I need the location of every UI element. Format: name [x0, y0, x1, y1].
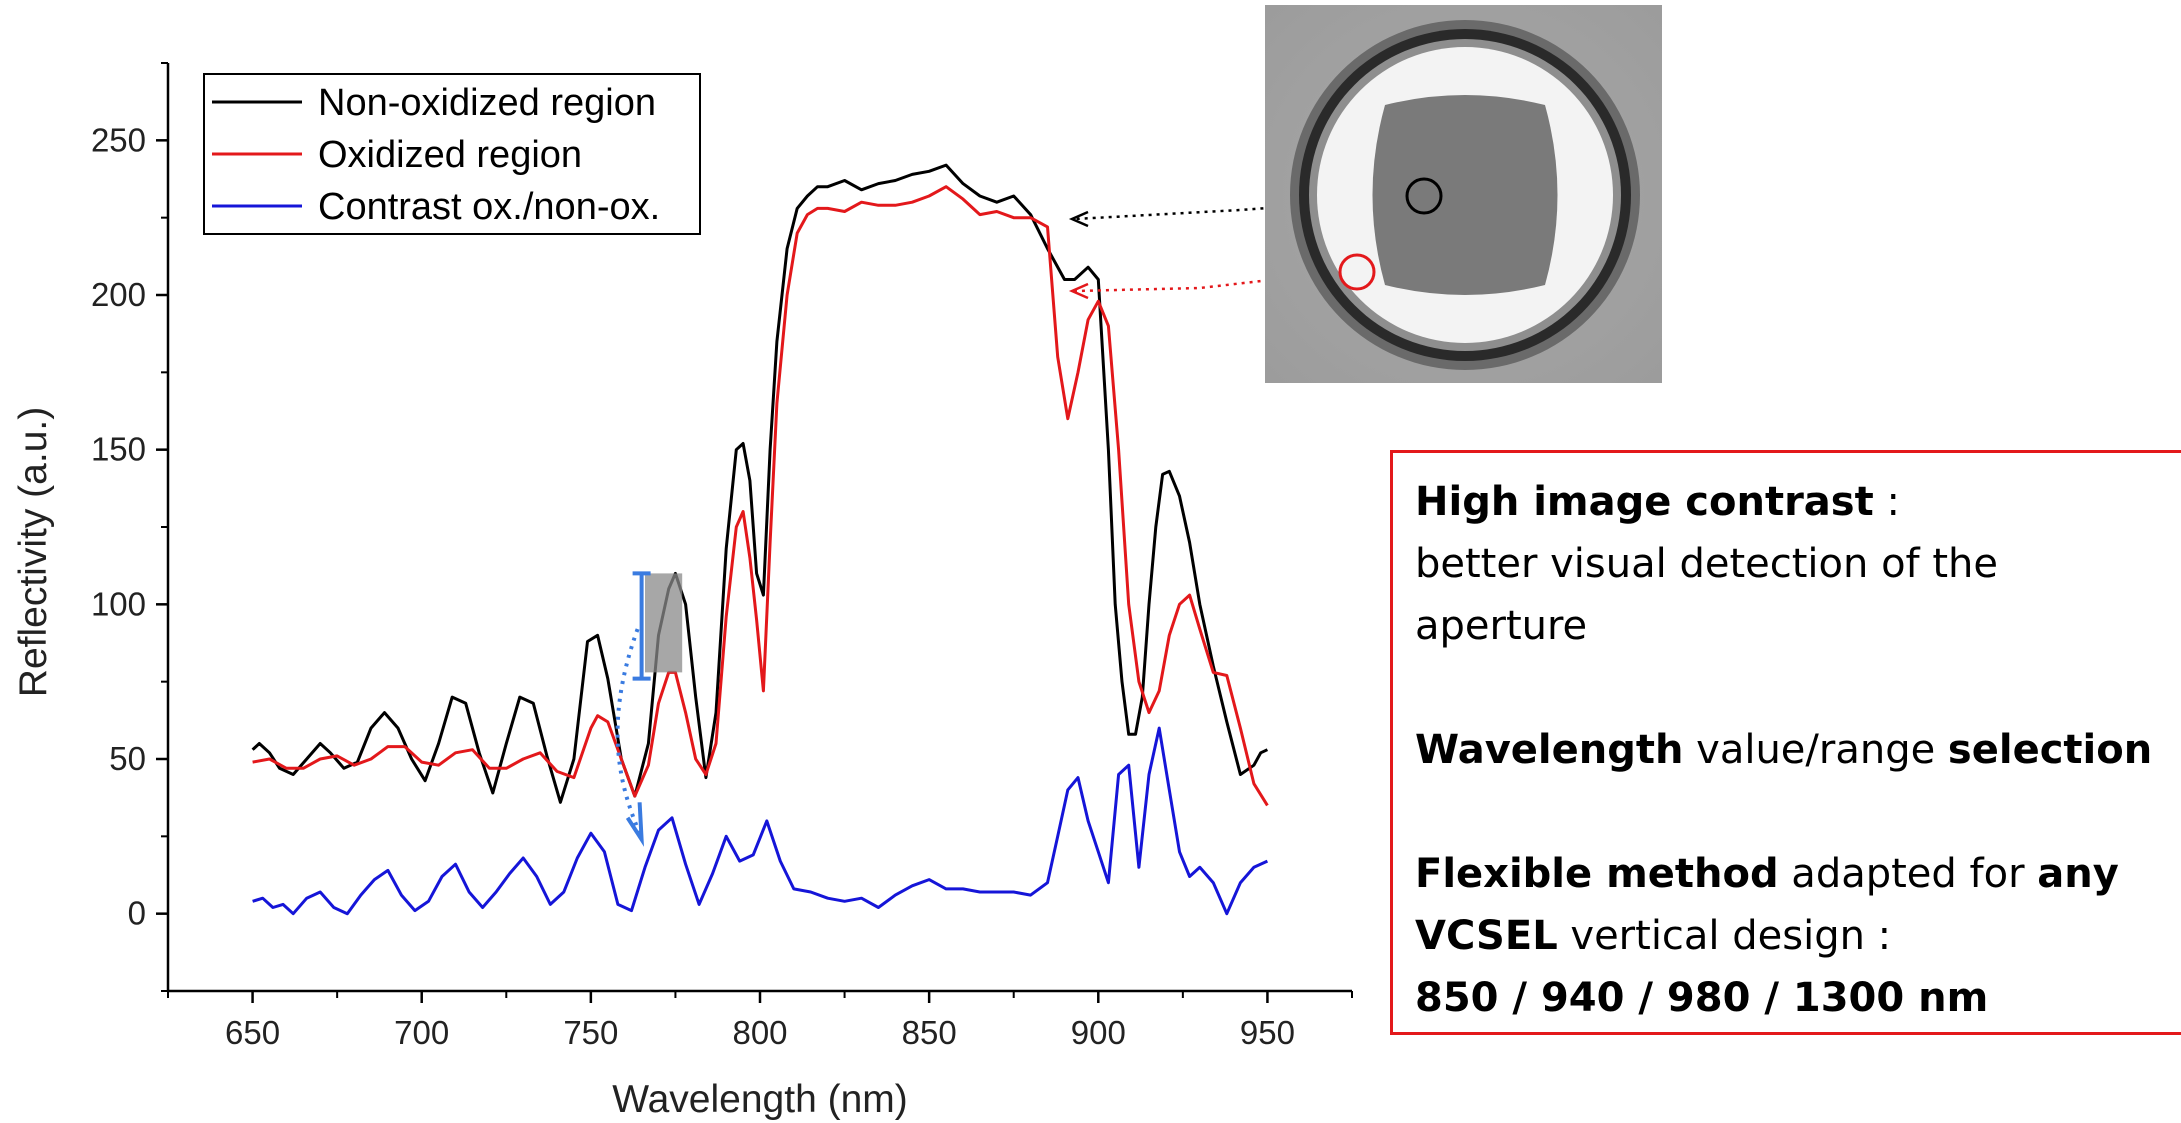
info-box: High image contrast : better visual dete…	[1390, 450, 2181, 1035]
info-flex-line: Flexible method adapted for any	[1415, 843, 2181, 905]
info-title-suffix: :	[1873, 479, 1900, 525]
x-tick-label: 700	[394, 1014, 449, 1051]
annotation-layer	[615, 195, 1424, 847]
aperture-region	[1372, 95, 1558, 295]
y-tick-label: 150	[91, 431, 146, 468]
non-oxidized-pointer-head	[1068, 210, 1089, 228]
flex-bold-2: any	[2037, 851, 2119, 897]
legend: Non-oxidized region Oxidized region Contra…	[203, 73, 701, 235]
wl-bold-1: Wavelength	[1415, 727, 1684, 773]
y-axis-title: Reflectivity (a.u.)	[12, 407, 55, 697]
info-line-2: better visual detection of the	[1415, 541, 1998, 587]
info-vcsel-line: VCSEL vertical design :	[1415, 905, 2181, 967]
oxidized-pointer-head	[1068, 282, 1089, 300]
wl-bold-2: selection	[1947, 727, 2153, 773]
non-oxidized-marker	[1405, 177, 1443, 215]
y-tick-label: 50	[109, 740, 146, 777]
info-gap	[1415, 657, 2181, 719]
axes: 650 700 750 800 850 900 950 0 50 100 150 200 250	[91, 62, 1353, 1051]
y-tick-label: 100	[91, 585, 146, 622]
series-line-1	[251, 163, 1269, 804]
info-wavelength-line: Wavelength value/range selection	[1415, 719, 2181, 781]
x-tick-label: 650	[225, 1014, 280, 1051]
flex-normal-1: adapted for	[1778, 851, 2038, 897]
oxide-aperture-micrograph	[1265, 5, 1662, 383]
info-gap-2	[1415, 781, 2181, 843]
wavelength-list: 850 / 940 / 980 / 1300 nm	[1415, 975, 1989, 1021]
legend-label-1: Non-oxidized region	[318, 82, 656, 124]
x-tick-label: 750	[563, 1014, 618, 1051]
flex-bold-1: Flexible method	[1415, 851, 1779, 897]
series-line-2	[252, 185, 1269, 807]
legend-label-3: Contrast ox./non-ox.	[318, 186, 660, 228]
x-tick-label: 950	[1240, 1014, 1295, 1051]
series-layer	[251, 163, 1269, 916]
flex-normal-2: vertical design :	[1557, 913, 1892, 959]
info-wavelengths-line: 850 / 940 / 980 / 1300 nm	[1415, 967, 2181, 1029]
wl-normal: value/range	[1683, 727, 1948, 773]
y-tick-label: 250	[91, 121, 146, 158]
contrast-arrow	[615, 628, 642, 835]
info-line-3: aperture	[1415, 603, 1588, 649]
series-line-3	[252, 726, 1269, 916]
contrast-highlight-band	[644, 573, 683, 673]
x-tick-label: 800	[732, 1014, 787, 1051]
y-tick-label: 0	[128, 895, 146, 932]
oxidized-marker	[1338, 253, 1376, 291]
x-tick-label: 850	[902, 1014, 957, 1051]
x-axis-title: Wavelength (nm)	[612, 1078, 908, 1121]
contrast-arrow-head	[625, 802, 645, 847]
y-tick-label: 200	[91, 276, 146, 313]
x-tick-label: 900	[1071, 1014, 1126, 1051]
oxidized-pointer	[1074, 270, 1341, 293]
flex-bold-3: VCSEL	[1415, 913, 1558, 959]
info-line-1: High image contrast :	[1415, 471, 2181, 533]
legend-label-2: Oxidized region	[318, 134, 582, 176]
info-title: High image contrast	[1415, 479, 1874, 525]
